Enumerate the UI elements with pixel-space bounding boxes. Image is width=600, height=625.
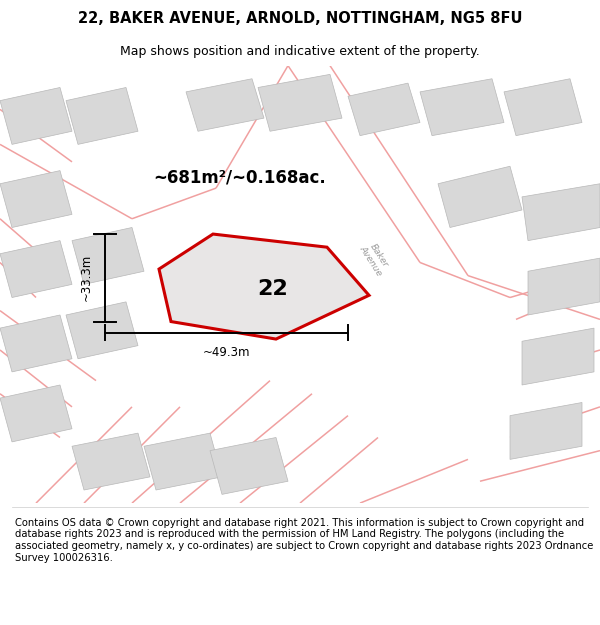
Polygon shape xyxy=(66,302,138,359)
Polygon shape xyxy=(210,438,288,494)
Polygon shape xyxy=(522,184,600,241)
Polygon shape xyxy=(258,74,342,131)
Text: Baker
Avenue: Baker Avenue xyxy=(358,239,392,278)
Polygon shape xyxy=(528,258,600,315)
Polygon shape xyxy=(0,88,72,144)
Text: 22: 22 xyxy=(257,279,289,299)
Text: Contains OS data © Crown copyright and database right 2021. This information is : Contains OS data © Crown copyright and d… xyxy=(15,518,593,562)
Polygon shape xyxy=(186,79,264,131)
Polygon shape xyxy=(348,83,420,136)
Polygon shape xyxy=(522,328,594,385)
Polygon shape xyxy=(144,433,222,490)
Text: Map shows position and indicative extent of the property.: Map shows position and indicative extent… xyxy=(120,45,480,58)
Text: ~33.3m: ~33.3m xyxy=(79,254,92,301)
Polygon shape xyxy=(420,79,504,136)
Polygon shape xyxy=(0,385,72,442)
Text: 22, BAKER AVENUE, ARNOLD, NOTTINGHAM, NG5 8FU: 22, BAKER AVENUE, ARNOLD, NOTTINGHAM, NG… xyxy=(78,11,522,26)
Polygon shape xyxy=(438,166,522,228)
Text: ~49.3m: ~49.3m xyxy=(203,346,250,359)
Polygon shape xyxy=(159,234,369,339)
Polygon shape xyxy=(66,88,138,144)
Text: ~681m²/~0.168ac.: ~681m²/~0.168ac. xyxy=(153,168,326,186)
Polygon shape xyxy=(504,79,582,136)
Polygon shape xyxy=(72,433,150,490)
Polygon shape xyxy=(0,171,72,227)
Polygon shape xyxy=(0,315,72,372)
Polygon shape xyxy=(0,241,72,298)
Polygon shape xyxy=(72,228,144,284)
Polygon shape xyxy=(510,402,582,459)
